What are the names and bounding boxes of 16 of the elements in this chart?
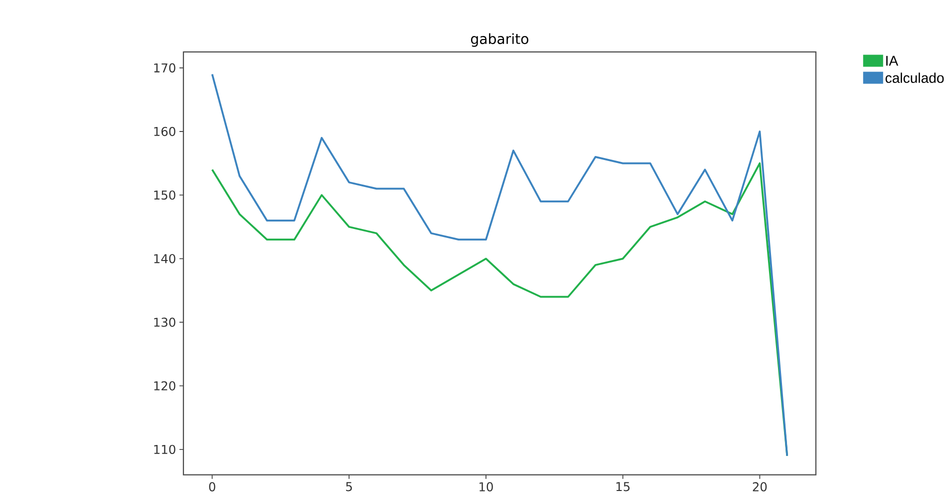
- x-tick-label: 10: [480, 482, 493, 492]
- x-tick-label: 0: [209, 482, 216, 492]
- y-tick-label: 170: [154, 63, 176, 72]
- y-tick-label: 110: [154, 444, 176, 454]
- legend-label: IA: [886, 56, 898, 66]
- chart-title: gabarito: [471, 33, 528, 47]
- x-tick-label: 15: [616, 482, 630, 492]
- y-tick-label: 150: [154, 190, 176, 200]
- legend-label: calculado: [886, 72, 944, 83]
- line-series: [211, 73, 788, 457]
- y-tick-label: 140: [154, 254, 176, 264]
- y-tick-label: 120: [154, 381, 176, 390]
- x-tick-label: 5: [346, 482, 352, 492]
- x-tick-label: 20: [752, 482, 767, 492]
- y-tick-label: 160: [154, 126, 176, 136]
- y-tick-label: 130: [154, 318, 176, 327]
